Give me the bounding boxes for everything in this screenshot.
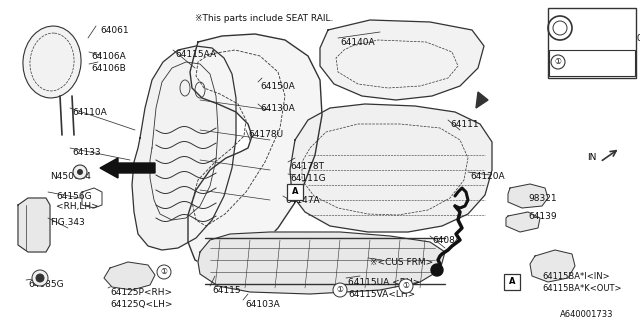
Text: ①: ① [337,285,344,294]
Polygon shape [188,34,322,268]
Circle shape [399,279,413,293]
Text: FIG.343: FIG.343 [50,218,84,227]
Polygon shape [320,20,484,100]
Text: 64115BA*K<OUT>: 64115BA*K<OUT> [542,284,621,293]
Text: 98321: 98321 [528,194,557,203]
Polygon shape [530,250,575,282]
Text: 64115UA <RH>: 64115UA <RH> [348,278,420,287]
Circle shape [551,55,565,69]
Text: 64106B: 64106B [91,64,125,73]
Text: A640001733: A640001733 [560,310,614,319]
FancyBboxPatch shape [504,274,520,290]
Text: <RH,LH>: <RH,LH> [56,202,99,211]
Text: 64110A: 64110A [72,108,107,117]
Polygon shape [18,198,50,252]
Text: 64140A: 64140A [340,38,374,47]
Polygon shape [506,212,540,232]
Text: 64125P<RH>: 64125P<RH> [110,288,172,297]
Circle shape [157,265,171,279]
Circle shape [36,274,44,282]
Text: 64115VA<LH>: 64115VA<LH> [348,290,415,299]
Text: 64147A: 64147A [285,196,319,205]
Text: 64156G: 64156G [56,192,92,201]
FancyBboxPatch shape [549,50,635,76]
FancyBboxPatch shape [548,8,636,78]
Text: 64115BA*I<IN>: 64115BA*I<IN> [542,272,610,281]
FancyBboxPatch shape [287,184,303,200]
Text: A: A [292,188,298,196]
Polygon shape [290,104,492,232]
Circle shape [333,283,347,297]
Text: 64130A: 64130A [260,104,295,113]
Text: 64125Q<LH>: 64125Q<LH> [110,300,173,309]
Text: 64111: 64111 [450,120,479,129]
Text: ※This parts include SEAT RAIL.: ※This parts include SEAT RAIL. [195,14,333,23]
Text: A: A [509,277,515,286]
Polygon shape [508,184,548,208]
Polygon shape [132,46,236,250]
Text: 64133: 64133 [72,148,100,157]
Text: 64150A: 64150A [260,82,295,91]
Circle shape [77,169,83,175]
Text: 64106A: 64106A [91,52,125,61]
Text: 64085G: 64085G [28,280,63,289]
Text: 64115AA: 64115AA [175,50,216,59]
Circle shape [73,165,87,179]
Text: N450024: N450024 [50,172,91,181]
Polygon shape [100,158,155,178]
Text: ※<CUS FRM>: ※<CUS FRM> [370,258,433,267]
Text: 64120A: 64120A [470,172,504,181]
Circle shape [431,264,443,276]
Text: 64103A: 64103A [245,300,280,309]
Text: 64084: 64084 [432,236,461,245]
Text: 64178U: 64178U [248,130,283,139]
Text: 64061: 64061 [100,26,129,35]
Text: 64111G: 64111G [290,174,326,183]
Text: ①: ① [403,282,410,291]
Text: 64178T: 64178T [290,162,324,171]
Text: 64139: 64139 [528,212,557,221]
Text: 64115: 64115 [212,286,241,295]
Text: IN: IN [587,154,596,163]
Text: HOG RING Qty60: HOG RING Qty60 [566,34,640,43]
Polygon shape [476,92,488,108]
Text: ①: ① [555,58,561,67]
Ellipse shape [23,26,81,98]
Text: Q710007: Q710007 [574,62,616,71]
Polygon shape [198,232,445,294]
Polygon shape [104,262,155,290]
Circle shape [32,270,48,286]
Text: 64333N: 64333N [566,20,602,29]
Text: ①: ① [161,268,168,276]
